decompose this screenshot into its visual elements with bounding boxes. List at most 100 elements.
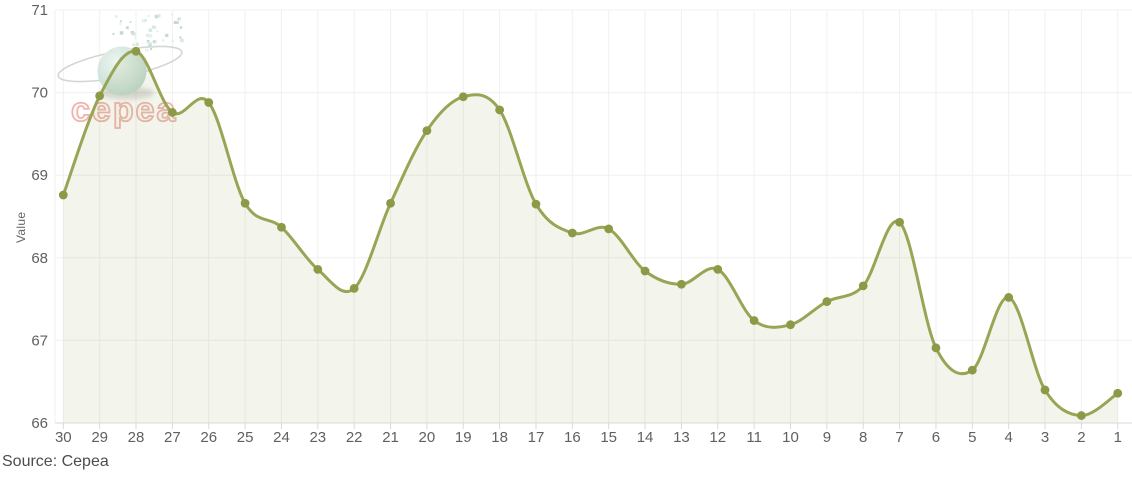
x-tick-label: 6	[932, 429, 940, 446]
data-point-marker[interactable]	[204, 98, 214, 107]
pixel-dust-dot	[147, 42, 150, 46]
data-point-marker[interactable]	[931, 343, 941, 353]
x-tick-label: 18	[491, 429, 508, 446]
pixel-dust-dot	[110, 50, 113, 53]
pixel-dust-dot	[119, 20, 122, 23]
x-tick-label: 11	[746, 429, 762, 446]
pixel-dust-dot	[162, 39, 165, 42]
x-tick-label: 29	[91, 429, 108, 446]
pixel-dust-dot	[154, 14, 159, 19]
pixel-dust-dot	[144, 19, 147, 22]
data-point-marker[interactable]	[167, 108, 177, 117]
pixel-dust-dot	[135, 42, 139, 46]
pixel-dust-dot	[157, 14, 161, 18]
data-point-marker[interactable]	[604, 224, 614, 234]
data-point-marker[interactable]	[786, 320, 795, 330]
x-tick-label: 13	[673, 429, 690, 446]
y-tick-label: 69	[31, 167, 48, 184]
x-tick-label: 12	[709, 429, 726, 446]
pixel-dust-dot	[153, 39, 157, 44]
pixel-dust-dot	[119, 31, 124, 35]
x-tick-label: 26	[200, 429, 217, 446]
x-tick-label: 20	[419, 429, 436, 446]
pixel-dust-dot	[150, 45, 154, 49]
data-point-marker[interactable]	[822, 297, 832, 306]
pixel-dust-dot	[156, 30, 159, 33]
pixel-dust-dot	[151, 25, 156, 29]
pixel-dust-dot	[141, 18, 146, 23]
x-tick-label: 5	[968, 429, 976, 446]
x-tick-label: 14	[637, 429, 654, 446]
x-axis	[55, 422, 1132, 429]
x-tick-label: 3	[1041, 429, 1049, 446]
pixel-dust-dot	[147, 14, 150, 17]
x-tick-label: 27	[164, 429, 181, 446]
data-point-marker[interactable]	[386, 198, 395, 208]
series-line	[61, 49, 1120, 418]
data-point-marker[interactable]	[967, 365, 977, 375]
pixel-dust-dot	[115, 15, 118, 18]
data-point-marker[interactable]	[567, 228, 577, 238]
x-tick-label: 21	[382, 429, 399, 446]
pixel-dust-dot	[165, 33, 169, 38]
pixel-dust-dot	[152, 40, 155, 43]
pixel-dust-dot	[145, 48, 148, 52]
pixel-dust-dot	[146, 39, 150, 43]
pixel-dust-dot	[177, 17, 181, 21]
series-markers	[58, 46, 1123, 420]
data-point-marker[interactable]	[131, 46, 141, 56]
pixel-dust-dot	[173, 20, 177, 25]
pixel-dust-dot	[132, 43, 135, 46]
area-fill	[63, 51, 1118, 424]
data-point-marker[interactable]	[640, 266, 650, 276]
data-point-marker[interactable]	[749, 316, 759, 325]
data-point-marker[interactable]	[531, 199, 541, 209]
x-tick-label: 30	[55, 429, 72, 446]
pixel-dust-dot	[149, 48, 152, 51]
data-point-marker[interactable]	[1076, 411, 1086, 420]
data-point-marker[interactable]	[58, 190, 68, 200]
gridlines	[54, 9, 1132, 424]
pixel-dust-dot	[171, 39, 175, 43]
data-point-marker[interactable]	[495, 105, 505, 115]
data-point-marker[interactable]	[277, 222, 286, 232]
source-caption: Source: Cepea	[2, 453, 109, 470]
data-point-marker[interactable]	[240, 198, 250, 208]
pixel-dust-dot	[179, 26, 183, 29]
data-point-marker[interactable]	[677, 279, 686, 289]
y-tick-label: 71	[31, 2, 48, 19]
x-tick-label: 28	[128, 429, 145, 446]
data-point-marker[interactable]	[1040, 385, 1050, 395]
y-tick-label: 68	[31, 250, 48, 267]
pixel-dust-dot	[119, 22, 122, 25]
data-point-marker[interactable]	[313, 264, 323, 274]
data-point-marker[interactable]	[422, 126, 432, 135]
pixel-dust-dot	[176, 21, 180, 24]
pixel-dust-dot	[146, 34, 149, 37]
pixel-dust-dot	[179, 36, 182, 39]
pixel-dust-dot	[128, 49, 131, 51]
x-tick-label: 24	[273, 429, 290, 446]
data-point-marker[interactable]	[895, 217, 904, 227]
y-tick-label: 67	[31, 332, 48, 349]
pixel-dust-dot	[121, 50, 123, 53]
y-tick-label: 70	[31, 85, 48, 102]
data-point-marker[interactable]	[95, 91, 105, 101]
x-tick-label: 19	[455, 429, 472, 446]
x-tick-label: 16	[564, 429, 581, 446]
data-point-marker[interactable]	[1113, 388, 1123, 398]
pixel-dust-dot	[171, 13, 174, 16]
data-point-marker[interactable]	[458, 92, 468, 102]
globe-icon	[97, 46, 147, 96]
pixel-dust-dot	[148, 34, 153, 38]
pixel-dust-dot	[180, 38, 184, 43]
x-tick-label: 9	[823, 429, 831, 446]
x-tick-label: 2	[1077, 429, 1085, 446]
data-point-marker[interactable]	[349, 283, 359, 293]
data-point-marker[interactable]	[858, 281, 868, 291]
data-point-marker[interactable]	[1004, 293, 1014, 302]
data-point-marker[interactable]	[713, 264, 723, 274]
y-axis-title: Value	[14, 211, 28, 243]
